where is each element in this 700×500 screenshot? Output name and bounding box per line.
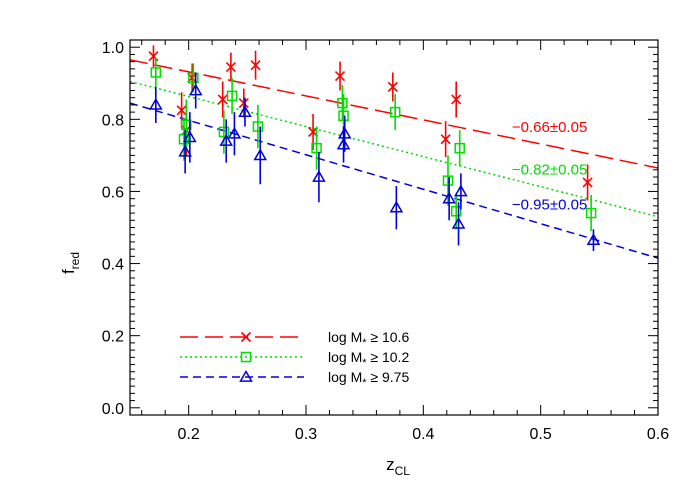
point-blue-15 — [586, 233, 601, 245]
plot-area: −0.66±0.05 −0.82±0.05 −0.95±0.05 — [130, 45, 658, 259]
legend-label-blue: log M* ≥ 9.75 — [328, 369, 409, 389]
y-tick-label-1: 0.2 — [102, 329, 124, 346]
legend-marker-red — [240, 331, 252, 343]
point-green-2 — [181, 119, 192, 130]
point-blue-7 — [253, 148, 268, 161]
point-red-7 — [250, 60, 261, 71]
legend-label-red: log M* ≥ 10.6 — [328, 329, 409, 349]
point-blue-13 — [451, 216, 466, 229]
point-blue-0 — [149, 97, 163, 110]
point-blue-5 — [227, 126, 242, 139]
point-green-3 — [188, 72, 199, 84]
series-blue — [149, 72, 601, 251]
point-red-5 — [225, 61, 236, 73]
legend-entry-red: log M* ≥ 10.6 — [180, 329, 409, 349]
legend-label-green: log M* ≥ 10.2 — [328, 349, 409, 369]
point-red-11 — [440, 134, 451, 145]
point-red-4 — [217, 94, 228, 105]
y-tick-label-0: 0.0 — [102, 401, 124, 418]
legend-entry-blue: log M* ≥ 9.75 — [180, 369, 409, 389]
point-blue-8 — [312, 170, 326, 182]
point-green-12 — [450, 206, 462, 217]
y-tick-label-3: 0.6 — [102, 184, 124, 201]
point-green-13 — [454, 142, 465, 154]
x-tick-label-3: 0.5 — [530, 426, 552, 443]
point-green-14 — [585, 207, 597, 219]
point-red-13 — [582, 177, 593, 188]
x-tick-label-2: 0.4 — [412, 426, 434, 443]
x-tick-label-1: 0.3 — [295, 426, 317, 443]
point-green-5 — [226, 90, 238, 102]
slope-label-blue: −0.95±0.05 — [512, 196, 587, 213]
point-blue-9 — [336, 137, 351, 150]
series-green — [150, 58, 597, 232]
point-green-1 — [178, 133, 190, 145]
y-tick-label-2: 0.4 — [102, 257, 124, 274]
x-axis-label: zCL — [386, 455, 410, 478]
point-blue-3 — [188, 83, 203, 96]
slope-label-red: −0.66±0.05 — [512, 119, 587, 136]
point-red-6 — [238, 98, 249, 109]
point-blue-2 — [183, 130, 197, 143]
point-green-0 — [150, 67, 162, 78]
point-green-10 — [389, 106, 401, 118]
slope-label-green: −0.82±0.05 — [512, 161, 587, 178]
point-blue-6 — [238, 105, 252, 117]
y-axis-label: fred — [59, 252, 82, 274]
point-blue-10 — [337, 126, 352, 139]
legend-marker-green — [240, 351, 252, 363]
point-red-12 — [451, 94, 462, 105]
fit-line-red — [130, 59, 658, 169]
plot-clip-group — [130, 45, 658, 259]
point-blue-12 — [442, 191, 456, 204]
point-red-1 — [176, 105, 187, 116]
legend-marker-blue — [239, 369, 253, 382]
point-red-9 — [334, 70, 346, 82]
point-green-9 — [338, 110, 349, 121]
point-blue-4 — [219, 133, 234, 146]
point-blue-14 — [454, 184, 468, 197]
point-green-4 — [218, 126, 230, 138]
point-blue-1 — [178, 144, 192, 157]
point-green-11 — [442, 175, 454, 186]
y-tick-label-4: 0.8 — [102, 112, 124, 129]
fit-line-green — [130, 80, 658, 218]
point-blue-11 — [389, 200, 404, 213]
point-red-10 — [387, 81, 398, 92]
axes: 0.2 0.3 0.4 0.5 0.6 0.0 0.2 0.4 0.6 0.8 1.0 — [102, 39, 669, 443]
point-green-6 — [252, 121, 264, 132]
fit-line-blue — [130, 102, 658, 259]
legend-entry-green: log M* ≥ 10.2 — [180, 349, 409, 369]
x-tick-label-4: 0.6 — [647, 426, 669, 443]
x-tick-label-0: 0.2 — [178, 426, 200, 443]
point-green-7 — [311, 142, 322, 154]
y-tick-label-5: 1.0 — [102, 40, 124, 57]
point-green-8 — [337, 97, 348, 109]
